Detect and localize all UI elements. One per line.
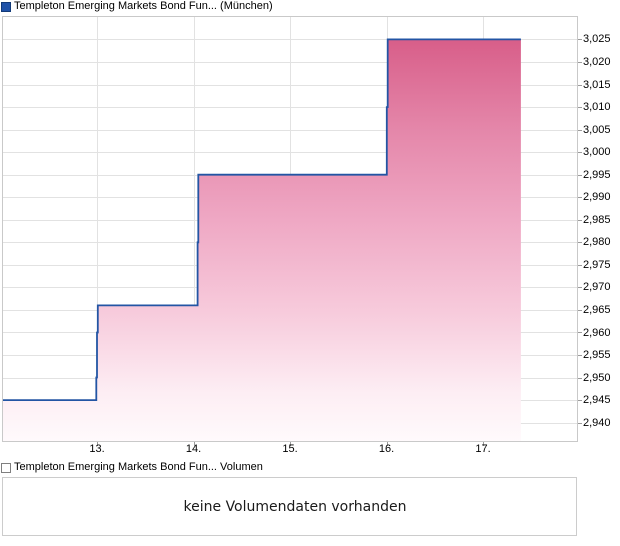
y-axis-label: 3,025	[583, 33, 611, 46]
price-step-line	[2, 38, 521, 401]
y-axis-label: 2,985	[583, 213, 611, 226]
y-axis-label: 3,010	[583, 101, 611, 114]
y-axis-label: 2,960	[583, 326, 611, 339]
x-axis-label: 16.	[378, 443, 395, 455]
volume-empty-message: keine Volumendaten vorhanden	[183, 499, 407, 515]
volume-panel-title: Templeton Emerging Markets Bond Fun... V…	[14, 461, 263, 473]
x-axis-label: 15.	[282, 443, 298, 455]
y-axis-label: 2,980	[583, 236, 611, 249]
y-axis-label: 2,975	[583, 258, 611, 271]
x-axis-label: 14.	[185, 443, 202, 455]
axis-ticks	[97, 39, 582, 446]
volume-series-legend-icon	[1, 463, 11, 473]
y-axis-label: 3,015	[583, 78, 611, 91]
volume-panel	[2, 477, 577, 536]
price-area-fill	[2, 39, 521, 442]
x-axis-label: 13.	[89, 443, 105, 455]
price-chart-title: Templeton Emerging Markets Bond Fun... (…	[14, 0, 273, 12]
plot-border	[2, 16, 578, 442]
y-axis-label: 2,970	[583, 281, 611, 294]
y-axis-label: 2,965	[583, 303, 611, 316]
x-axis-label: 17.	[475, 443, 491, 455]
y-axis-label: 2,955	[583, 349, 611, 361]
y-axis-label: 3,005	[583, 123, 611, 136]
y-axis-label: 2,945	[583, 394, 611, 407]
y-axis-label: 2,940	[583, 416, 611, 429]
y-axis-label: 3,000	[583, 146, 611, 159]
y-axis-label: 2,990	[583, 191, 611, 204]
y-axis-label: 3,020	[583, 56, 611, 68]
y-axis-label: 2,950	[583, 371, 611, 384]
y-axis-label: 2,995	[583, 168, 611, 181]
price-series-legend-icon	[1, 2, 11, 12]
